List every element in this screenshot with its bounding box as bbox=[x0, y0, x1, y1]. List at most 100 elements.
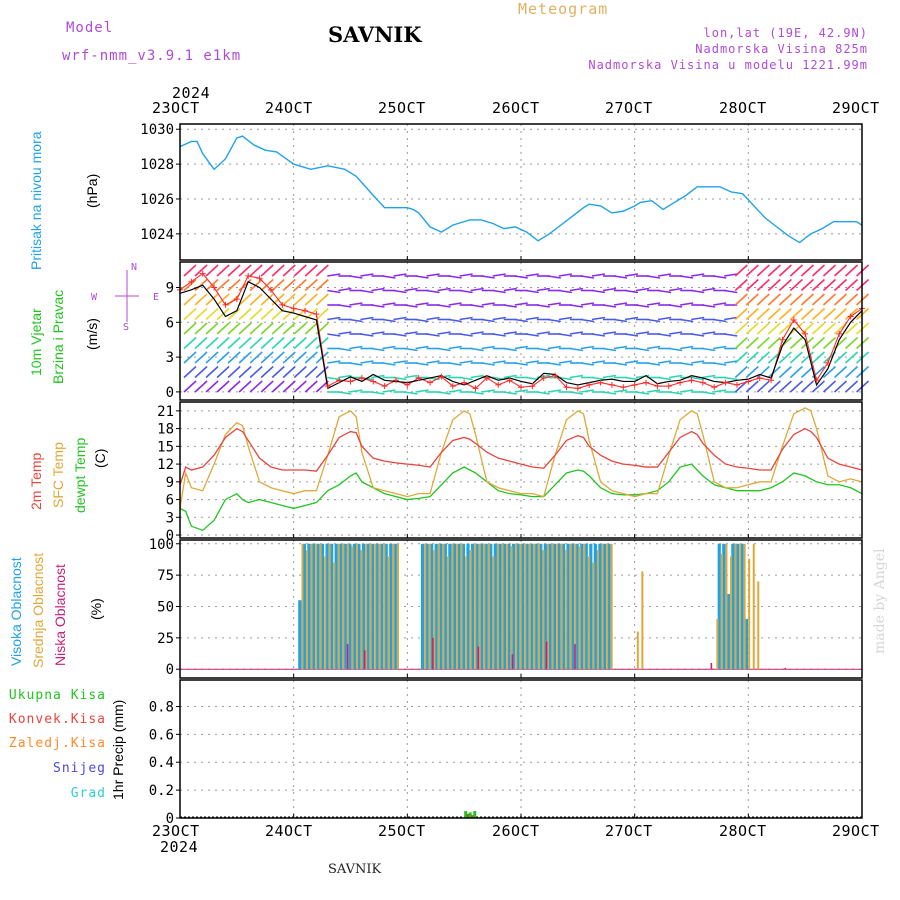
wind-gust-marker bbox=[608, 381, 615, 388]
wind-arrow bbox=[393, 289, 407, 294]
wind-arrow bbox=[778, 307, 792, 321]
cloud-mid-bar bbox=[378, 543, 381, 670]
cloud-high-bar bbox=[370, 543, 375, 670]
cloud-low-bar bbox=[477, 646, 480, 670]
wind-arrow bbox=[800, 380, 814, 393]
wind-arrow bbox=[702, 347, 716, 352]
cloud-mid-bar bbox=[547, 543, 550, 670]
cloud-mid-bar bbox=[451, 543, 454, 670]
wind-arrow bbox=[669, 331, 683, 335]
wind-arrow bbox=[194, 293, 208, 306]
wind-arrow bbox=[481, 362, 495, 366]
wind-arrow bbox=[602, 287, 617, 292]
wind-arrow bbox=[613, 345, 628, 350]
cloud-high-bar bbox=[717, 543, 721, 670]
wind-arrow bbox=[271, 336, 285, 350]
wind-arrow bbox=[558, 376, 572, 381]
wind-arrow bbox=[789, 380, 803, 393]
wind-gust-marker bbox=[529, 383, 536, 390]
wind-arrow bbox=[569, 374, 584, 379]
cloud-high-bar bbox=[457, 543, 461, 670]
cloud-mid-bar bbox=[306, 550, 309, 670]
cloud-mid-bar bbox=[437, 543, 440, 670]
cloud-high-bar bbox=[534, 543, 538, 670]
wind-arrow bbox=[547, 275, 561, 279]
panel-frame-precip bbox=[179, 679, 863, 819]
wind-arrow bbox=[724, 273, 738, 277]
wind-arrow bbox=[569, 287, 584, 292]
wind-arrow bbox=[778, 336, 792, 350]
wind-arrow bbox=[789, 307, 803, 321]
cloud-high-bar bbox=[561, 543, 566, 670]
footer-station: SAVNIK bbox=[328, 862, 382, 877]
wind-arrow bbox=[756, 351, 770, 364]
wind-arrow bbox=[448, 318, 462, 323]
wind-arrow bbox=[282, 336, 296, 350]
wind-arrow bbox=[767, 264, 781, 277]
wind-arrow bbox=[338, 331, 352, 335]
wind-arrow bbox=[745, 264, 759, 277]
wind-arrow bbox=[349, 302, 363, 306]
cloud-high-bar bbox=[375, 543, 379, 670]
wind-arrow bbox=[646, 318, 661, 323]
wind-arrow bbox=[789, 264, 803, 277]
wind-arrow bbox=[624, 376, 639, 381]
wind-arrow bbox=[183, 336, 197, 350]
wind-arrow bbox=[194, 264, 208, 277]
cloud-mid-bar bbox=[636, 631, 639, 670]
wind-arrow bbox=[470, 391, 484, 395]
cloud-mid-bar bbox=[474, 543, 477, 670]
wind-arrow bbox=[238, 264, 252, 277]
wind-arrow bbox=[459, 333, 473, 337]
wind-arrow bbox=[194, 307, 208, 321]
wind-arrow bbox=[525, 273, 539, 277]
wind-arrow bbox=[249, 322, 263, 335]
cloud-mid-bar bbox=[533, 543, 536, 670]
wind-gust-marker bbox=[824, 359, 831, 366]
wind-arrow bbox=[811, 264, 826, 277]
wind-arrow bbox=[702, 304, 716, 308]
wind-arrow bbox=[404, 374, 418, 379]
wind-arrow bbox=[613, 318, 628, 323]
legend-snow: Snijeg bbox=[53, 761, 106, 776]
y-tick-label: 9 bbox=[166, 475, 174, 491]
wind-gust-marker bbox=[267, 286, 274, 293]
wind-arrow bbox=[811, 278, 826, 292]
wind-arrow bbox=[271, 322, 285, 335]
wind-arrow bbox=[205, 365, 219, 379]
cloud-high-bar bbox=[539, 543, 543, 670]
wind-arrow bbox=[602, 331, 617, 335]
wind-arrow bbox=[415, 275, 429, 279]
wind-arrow bbox=[657, 289, 672, 294]
wind-arrow bbox=[503, 331, 517, 335]
wind-arrow bbox=[338, 304, 352, 308]
bottom-tick-1: 24OCT bbox=[265, 822, 313, 840]
wind-arrow bbox=[470, 287, 484, 292]
cloud-high-bar bbox=[511, 543, 516, 670]
wind-arrow bbox=[680, 345, 694, 350]
cloud-mid-bar bbox=[743, 543, 746, 670]
legend-freezing-rain: Zaledj.Kisa bbox=[8, 736, 106, 751]
wind-gust-marker bbox=[802, 330, 809, 337]
wind-arrow bbox=[580, 362, 595, 366]
y-tick-label: 1024 bbox=[140, 227, 174, 243]
wind-arrow bbox=[437, 304, 451, 308]
lonlat-label: lon,lat (19E, 42.9N) bbox=[703, 26, 868, 40]
cloud-mid-bar bbox=[360, 550, 363, 670]
cloud-high-bar bbox=[557, 543, 561, 670]
cloud-high-bar bbox=[448, 543, 452, 670]
wind-arrow bbox=[580, 275, 595, 279]
wind-arrow bbox=[327, 376, 341, 381]
wind-arrow bbox=[680, 302, 694, 306]
cloud-mid-bar bbox=[369, 543, 372, 670]
wind-arrow bbox=[756, 264, 770, 277]
wind-arrow bbox=[227, 307, 241, 321]
wind-arrow bbox=[756, 278, 770, 292]
wind-arrow bbox=[745, 278, 759, 292]
wind-arrow bbox=[635, 287, 650, 292]
cloud-high-bar bbox=[425, 543, 429, 670]
wind-arrow bbox=[249, 264, 263, 277]
cloud-mid-bar bbox=[487, 543, 490, 670]
wind-gust-marker bbox=[483, 374, 490, 381]
cloud-mid-bar bbox=[346, 543, 349, 670]
